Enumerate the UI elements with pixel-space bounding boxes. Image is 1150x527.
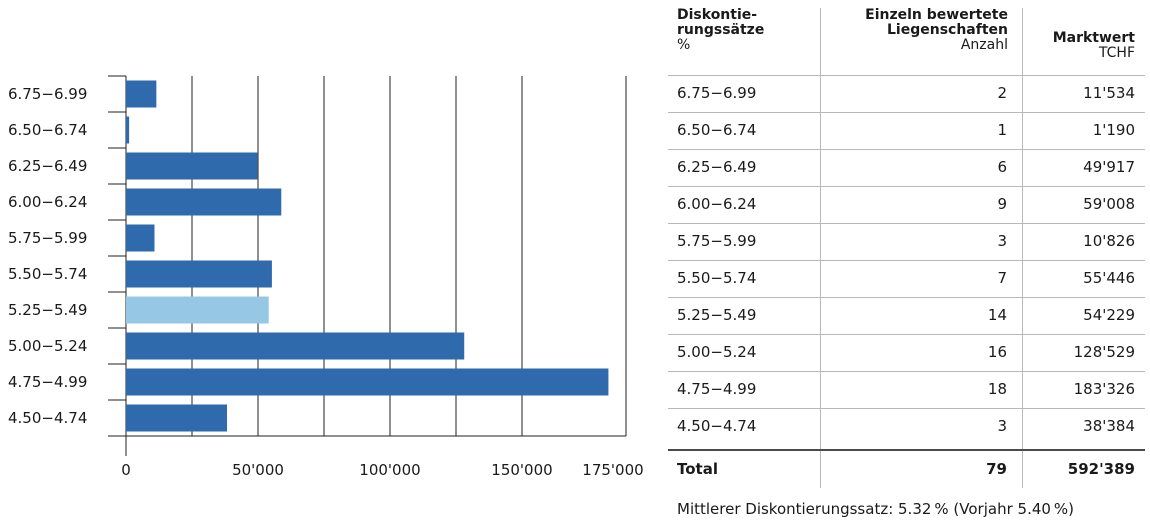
x-tick-label: 150'000 — [491, 461, 552, 479]
total-label: Total — [677, 460, 718, 478]
value-cell: 55'446 — [1083, 269, 1135, 287]
value-cell: 49'917 — [1083, 158, 1135, 176]
category-label: 6.00−6.24 — [8, 193, 87, 211]
bar — [126, 404, 228, 432]
total-value: 592'389 — [1067, 460, 1135, 478]
category-label: 4.75−4.99 — [8, 373, 87, 391]
count-cell: 2 — [997, 84, 1007, 102]
category-labels: 6.75−6.99 6.50−6.74 6.25−6.49 6.00−6.24 5.75… — [8, 85, 87, 427]
count-cell: 6 — [997, 158, 1007, 176]
header-value-title: Marktwert — [1052, 30, 1135, 46]
category-label: 6.50−6.74 — [8, 121, 87, 139]
category-label: 6.75−6.99 — [8, 85, 87, 103]
header-count-unit: Anzahl — [960, 37, 1008, 53]
x-tick-labels: 0 50'000 100'000 150'000 175'000 — [121, 461, 643, 479]
header-rate-unit: % — [677, 37, 691, 53]
table-row: 5.25−5.49 14 54'229 — [668, 297, 1145, 334]
count-cell: 3 — [997, 232, 1007, 250]
category-label: 5.00−5.24 — [8, 337, 87, 355]
table-row: 5.00−5.24 16 128'529 — [668, 334, 1145, 371]
value-cell: 1'190 — [1092, 121, 1135, 139]
column-divider — [820, 8, 821, 488]
rate-cell: 6.00−6.24 — [677, 195, 757, 213]
column-divider — [1022, 8, 1023, 488]
table-total-row: Total 79 592'389 — [668, 449, 1145, 485]
category-label: 6.25−6.49 — [8, 157, 87, 175]
table-row: 6.00−6.24 9 59'008 — [668, 186, 1145, 223]
header-value: Marktwert TCHF — [1018, 8, 1135, 61]
rate-cell: 4.50−4.74 — [677, 417, 757, 435]
total-count: 79 — [986, 460, 1007, 478]
x-tick-label: 0 — [121, 461, 131, 479]
count-cell: 1 — [997, 121, 1007, 139]
bar — [126, 332, 465, 360]
table-row: 6.50−6.74 1 1'190 — [668, 112, 1145, 149]
header-count-title: Einzeln bewertete Liegenschaften — [865, 7, 1008, 38]
bar — [126, 152, 258, 180]
count-cell: 14 — [987, 306, 1007, 324]
rate-cell: 6.75−6.99 — [677, 84, 757, 102]
discount-rate-table: Diskontie- rungssätze % Einzeln bewertet… — [668, 0, 1145, 527]
bar — [126, 188, 282, 216]
bar — [126, 224, 155, 252]
rate-cell: 5.25−5.49 — [677, 306, 757, 324]
category-label: 5.50−5.74 — [8, 265, 87, 283]
rate-cell: 5.75−5.99 — [677, 232, 757, 250]
bar — [126, 116, 130, 144]
header-rate-title: Diskontie- rungssätze — [677, 7, 765, 38]
value-cell: 54'229 — [1083, 306, 1135, 324]
category-label: 5.75−5.99 — [8, 229, 87, 247]
header-rate: Diskontie- rungssätze % — [677, 8, 817, 53]
footnote: Mittlerer Diskontierungssatz: 5.32 % (Vo… — [677, 500, 1075, 518]
x-tick-label: 175'000 — [582, 461, 643, 479]
value-cell: 10'826 — [1083, 232, 1135, 250]
value-cell: 11'534 — [1083, 84, 1135, 102]
rate-cell: 4.75−4.99 — [677, 380, 757, 398]
table-row: 5.75−5.99 3 10'826 — [668, 223, 1145, 260]
bar — [126, 368, 609, 396]
value-cell: 128'529 — [1073, 343, 1135, 361]
count-cell: 7 — [997, 269, 1007, 287]
count-cell: 3 — [997, 417, 1007, 435]
count-cell: 9 — [997, 195, 1007, 213]
count-cell: 16 — [987, 343, 1007, 361]
header-count: Einzeln bewertete Liegenschaften Anzahl — [820, 8, 1008, 53]
count-cell: 18 — [987, 380, 1007, 398]
header-value-unit: TCHF — [1098, 45, 1135, 61]
category-label: 5.25−5.49 — [8, 301, 87, 319]
table-row: 4.50−4.74 3 38'384 — [668, 408, 1145, 445]
bar-chart: 6.75−6.99 6.50−6.74 6.25−6.49 6.00−6.24 5.75… — [8, 75, 644, 479]
table-row: 6.75−6.99 2 11'534 — [668, 75, 1145, 112]
value-cell: 59'008 — [1083, 195, 1135, 213]
bar — [126, 296, 269, 324]
chart-bars — [126, 80, 609, 432]
rate-cell: 6.25−6.49 — [677, 158, 757, 176]
table-row: 6.25−6.49 6 49'917 — [668, 149, 1145, 186]
bar — [126, 260, 272, 288]
rate-cell: 5.50−5.74 — [677, 269, 757, 287]
bar — [126, 80, 157, 108]
table-row: 4.75−4.99 18 183'326 — [668, 371, 1145, 408]
x-tick-label: 100'000 — [359, 461, 420, 479]
x-tick-label: 50'000 — [232, 461, 284, 479]
category-label: 4.50−4.74 — [8, 409, 87, 427]
value-cell: 183'326 — [1073, 380, 1135, 398]
table-row: 5.50−5.74 7 55'446 — [668, 260, 1145, 297]
rate-cell: 6.50−6.74 — [677, 121, 757, 139]
rate-cell: 5.00−5.24 — [677, 343, 757, 361]
chart-gridlines — [108, 75, 627, 456]
value-cell: 38'384 — [1083, 417, 1135, 435]
